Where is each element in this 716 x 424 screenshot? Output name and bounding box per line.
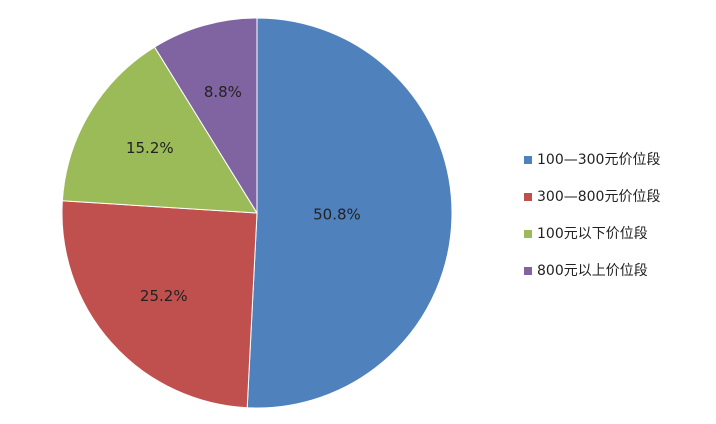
legend-label: 300—800元价位段	[537, 189, 660, 205]
data-label: 50.8%	[313, 206, 361, 224]
legend-label: 800元以上价位段	[537, 263, 648, 279]
legend-label: 100—300元价位段	[537, 152, 660, 168]
pie-slice	[246, 17, 453, 409]
legend-swatch	[524, 193, 532, 201]
pie-slice	[61, 200, 258, 409]
data-label: 25.2%	[140, 287, 188, 305]
legend-swatch	[524, 267, 532, 275]
data-label: 8.8%	[204, 83, 242, 101]
legend-swatch	[524, 156, 532, 164]
pie-slice	[153, 17, 258, 215]
legend-swatch	[524, 230, 532, 238]
legend-label: 100元以下价位段	[537, 226, 648, 242]
data-label: 15.2%	[126, 139, 174, 157]
pie-slice	[61, 46, 258, 214]
